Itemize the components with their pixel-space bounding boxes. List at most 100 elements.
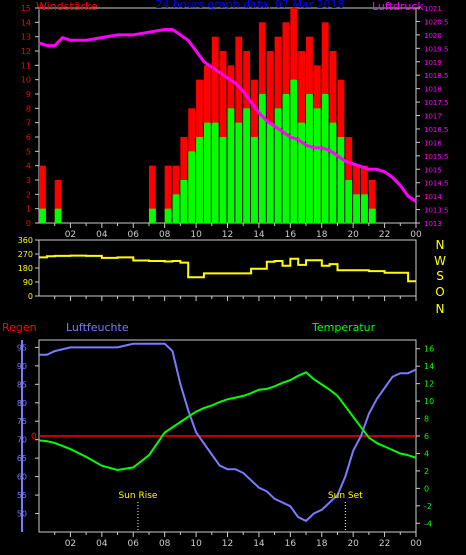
compass-n-top: N	[436, 238, 445, 252]
wind-bar	[274, 108, 282, 223]
temperature-tick-label: 14	[424, 362, 434, 371]
wind-bar	[361, 194, 368, 223]
wind-bar	[266, 122, 274, 223]
compass-labels: N W S O N	[434, 238, 446, 316]
wind-tick-label: 12	[21, 47, 31, 56]
temperature-tick-label: -4	[424, 519, 432, 528]
wind-tick-label: 14	[21, 18, 31, 27]
pressure-tick-label: 1015.5	[424, 153, 449, 161]
wind-bar	[219, 137, 227, 223]
gust-bar	[368, 180, 376, 223]
rain-zero-label: 0	[31, 432, 37, 442]
wind-bar	[313, 108, 321, 223]
direction-tick-label: 360	[18, 236, 33, 245]
pressure-tick-label: 1018.5	[424, 72, 449, 80]
wind-bar	[180, 180, 188, 223]
gust-bar	[148, 165, 156, 223]
temperature-tick-label: 10	[424, 397, 434, 406]
time-tick-label: 04	[96, 539, 108, 549]
temperature-tick-label: -2	[424, 502, 432, 511]
pressure-tick-label: 1018	[424, 86, 442, 94]
time-tick-label: 18	[316, 539, 328, 549]
wind-direction-line	[39, 254, 416, 283]
time-tick-label: 18	[316, 230, 328, 240]
gust-bar	[164, 165, 172, 223]
wind-title: Windstärke	[36, 0, 98, 13]
pressure-tick-label: 1020.5	[424, 18, 449, 26]
time-tick-label: 02	[65, 539, 76, 549]
sunrise-label: Sun Rise	[118, 491, 157, 501]
temperature-tick-label: 16	[424, 345, 434, 354]
wind-bar	[321, 94, 329, 223]
wind-bar	[329, 122, 337, 223]
temperature-tick-label: 6	[424, 432, 429, 441]
wind-bar	[353, 194, 361, 223]
pressure-tick-label: 1014	[424, 193, 442, 201]
wind-tick-label: 5	[26, 147, 31, 156]
direction-tick-label: 0	[28, 292, 33, 301]
time-tick-label: 08	[159, 539, 171, 549]
time-tick-label: 16	[285, 539, 297, 549]
wind-tick-label: 0	[26, 219, 31, 228]
wind-bar	[227, 108, 235, 223]
wind-bar	[345, 180, 353, 223]
temperature-tick-label: 0	[424, 484, 429, 493]
wind-pressure-panel: Windstärke 24 hours graph data, 07 Mar 2…	[21, 0, 449, 240]
direction-time-axis	[54, 296, 417, 301]
pressure-tick-label: 1020	[424, 32, 442, 40]
time-tick-label: 10	[190, 539, 202, 549]
time-tick-label: 14	[253, 539, 265, 549]
time-tick-label: 00	[410, 539, 422, 549]
direction-tick-label: 270	[18, 250, 33, 259]
time-tick-label: 06	[128, 539, 140, 549]
wind-bar	[290, 79, 298, 224]
sunset-label: Sun Set	[328, 491, 363, 501]
wind-bar	[337, 137, 345, 223]
chart-title: 24 hours graph data, 07 Mar 2018	[155, 0, 344, 11]
wind-bar	[203, 122, 211, 223]
wind-time-axis: 02 04 06 08 10 12 14 16 18 20 22 00	[54, 223, 422, 240]
time-tick-label: 10	[190, 230, 202, 240]
wind-tick-label: 2	[26, 190, 31, 199]
compass-n-bottom: N	[436, 302, 445, 316]
wind-tick-label: 3	[26, 176, 31, 185]
wind-tick-label: 10	[21, 76, 31, 85]
time-tick-label: 12	[222, 539, 233, 549]
time-tick-label: 22	[379, 230, 390, 240]
pressure-tick-label: 1013.5	[424, 207, 449, 215]
time-tick-label: 20	[347, 539, 359, 549]
pressure-title: Luftdruck	[372, 0, 424, 13]
wind-bar	[54, 208, 62, 223]
pressure-line	[38, 28, 417, 203]
pressure-tick-label: 1015	[424, 166, 442, 174]
wind-tick-label: 13	[21, 33, 31, 42]
pressure-tick-label: 1016.5	[424, 126, 449, 134]
temperature-tick-label: 8	[424, 415, 429, 424]
humidity-time-axis: 02 04 06 08 10 12 14 16 18 20 22 00	[54, 532, 422, 549]
gust-bar	[39, 165, 46, 223]
wind-bar	[298, 122, 306, 223]
gust-bar	[54, 180, 62, 223]
wind-bar	[235, 122, 243, 223]
wind-bar	[258, 94, 266, 223]
time-tick-label: 02	[65, 230, 76, 240]
wind-bar	[306, 94, 313, 223]
wind-tick-label: 4	[26, 162, 31, 171]
pressure-tick-label: 1016	[424, 139, 442, 147]
humidity-line	[39, 342, 417, 523]
wind-direction-plot-frame	[38, 239, 417, 297]
humidity-temperature-panel: Regen Luftfeuchte Temperatur 0 Sun Rise …	[2, 321, 434, 549]
wind-tick-label: 1	[26, 205, 31, 214]
wind-bar	[368, 208, 376, 223]
wind-bar	[282, 94, 290, 223]
pressure-tick-label: 1014.5	[424, 180, 449, 188]
time-tick-label: 12	[222, 230, 233, 240]
time-tick-label: 08	[159, 230, 171, 240]
time-tick-label: 16	[285, 230, 297, 240]
wind-tick-label: 11	[21, 61, 31, 70]
wind-tick-label: 8	[26, 104, 31, 113]
wind-bar	[164, 208, 172, 223]
wind-tick-label: 9	[26, 90, 31, 99]
